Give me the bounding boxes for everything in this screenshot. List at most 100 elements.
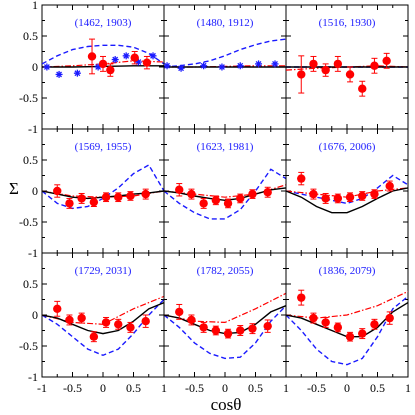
solid-curve [286, 187, 408, 214]
panel-1: (1462, 1903) [41, 4, 165, 130]
y-tick-label: 0 [32, 60, 38, 74]
panel-label: (1516, 1930) [319, 17, 376, 29]
y-tick-label: 0.5 [23, 153, 38, 167]
y-tick-label: 0.5 [23, 277, 38, 291]
data-point-star [164, 62, 171, 70]
dashed-curve [42, 299, 164, 357]
data-point [309, 189, 318, 199]
panel-label: (1623, 1981) [197, 141, 254, 153]
dashdot-curve [286, 290, 408, 319]
panel-plot-area [286, 171, 408, 214]
data-point-star [73, 69, 81, 77]
data-point [98, 59, 108, 69]
data-point [345, 70, 355, 79]
data-point [142, 58, 152, 67]
panel-8: (1782, 2055) [163, 252, 287, 378]
y-tick-label: 0.5 [23, 29, 38, 43]
data-point [187, 189, 196, 199]
data-point [89, 197, 99, 207]
data-point-star [218, 63, 226, 71]
data-point-star [177, 64, 185, 72]
star-stroke [123, 52, 130, 59]
data-point [297, 70, 306, 79]
data-point [141, 189, 150, 199]
panel-4: (1569, 1955) [41, 128, 165, 254]
data-point-star [271, 60, 279, 68]
data-point [53, 186, 62, 196]
panel-label: (1676, 2006) [319, 141, 376, 153]
panel-7: (1729, 2031) [41, 252, 165, 378]
panel-9: (1836, 2079) [285, 252, 409, 378]
data-point [187, 315, 196, 325]
dashed-curve [42, 44, 164, 65]
data-point [175, 307, 184, 317]
data-point [385, 313, 394, 323]
star-stroke [74, 70, 81, 77]
star-stroke [56, 71, 62, 78]
star-stroke [112, 56, 119, 63]
data-point [297, 174, 306, 183]
panel-label: (1836, 2079) [319, 265, 376, 277]
data-point [101, 318, 111, 327]
data-point [106, 65, 115, 75]
x-tick-label: 0.5 [248, 381, 263, 395]
data-point [126, 191, 135, 201]
dashed-curve [286, 295, 408, 366]
data-point [141, 317, 150, 326]
chart-panels: (1462, 1903) (1480, 1912) (1516, 1930) (156… [41, 4, 409, 378]
star-stroke [43, 64, 50, 70]
data-point [223, 199, 233, 208]
x-tick-label: -0.5 [185, 381, 204, 395]
data-point-star [122, 52, 130, 60]
x-axis-title: cosθ [211, 395, 242, 414]
panel-label: (1480, 1912) [197, 17, 254, 29]
dashdot-curve [164, 184, 286, 198]
panel-plot-area [164, 38, 286, 72]
solid-curve [42, 301, 164, 335]
y-tick-label: -1 [28, 246, 38, 260]
data-point-star [111, 56, 119, 64]
panel-plot-area [164, 168, 286, 220]
data-point [236, 194, 245, 203]
data-point [263, 321, 272, 331]
data-point [65, 315, 74, 325]
data-point [297, 293, 306, 302]
data-point [385, 181, 394, 191]
data-point [321, 194, 330, 203]
data-point [77, 313, 86, 323]
data-point [130, 53, 139, 62]
data-point-star [43, 63, 51, 71]
data-point [211, 326, 221, 335]
data-point [345, 193, 355, 202]
y-tick-label: -0.5 [19, 339, 38, 353]
data-point [358, 84, 367, 93]
data-point [53, 304, 62, 313]
data-point [345, 332, 355, 341]
data-point [321, 65, 330, 75]
star-stroke [178, 65, 184, 72]
data-point [333, 194, 343, 203]
panel-5: (1623, 1981) [163, 128, 287, 254]
data-point-star [55, 70, 63, 78]
x-tick-label: -0.5 [307, 381, 326, 395]
star-stroke [237, 62, 244, 69]
star-stroke [255, 60, 262, 67]
data-point [65, 199, 74, 208]
panel-label: (1782, 2055) [197, 265, 254, 277]
x-tick-label: -1 [37, 381, 47, 395]
data-point [236, 326, 245, 335]
star-stroke [272, 60, 278, 67]
panel-plot-area [286, 289, 408, 366]
y-tick-label: 1 [32, 0, 38, 12]
x-tick-label: 0.5 [370, 381, 385, 395]
x-tick-label: -0.5 [63, 381, 82, 395]
tick-labels: -1 -0.5 0 0.5 1 -1 -0.5 0 0.5 -1 -0.5 0 0.5 -1 -0.5 0 0.… [19, 0, 411, 395]
data-point [126, 323, 135, 332]
data-point [114, 193, 123, 202]
data-point [175, 185, 184, 194]
data-point [309, 313, 318, 323]
data-point [199, 323, 208, 332]
data-point [333, 59, 343, 69]
data-point [321, 318, 330, 327]
star-stroke [150, 52, 156, 59]
